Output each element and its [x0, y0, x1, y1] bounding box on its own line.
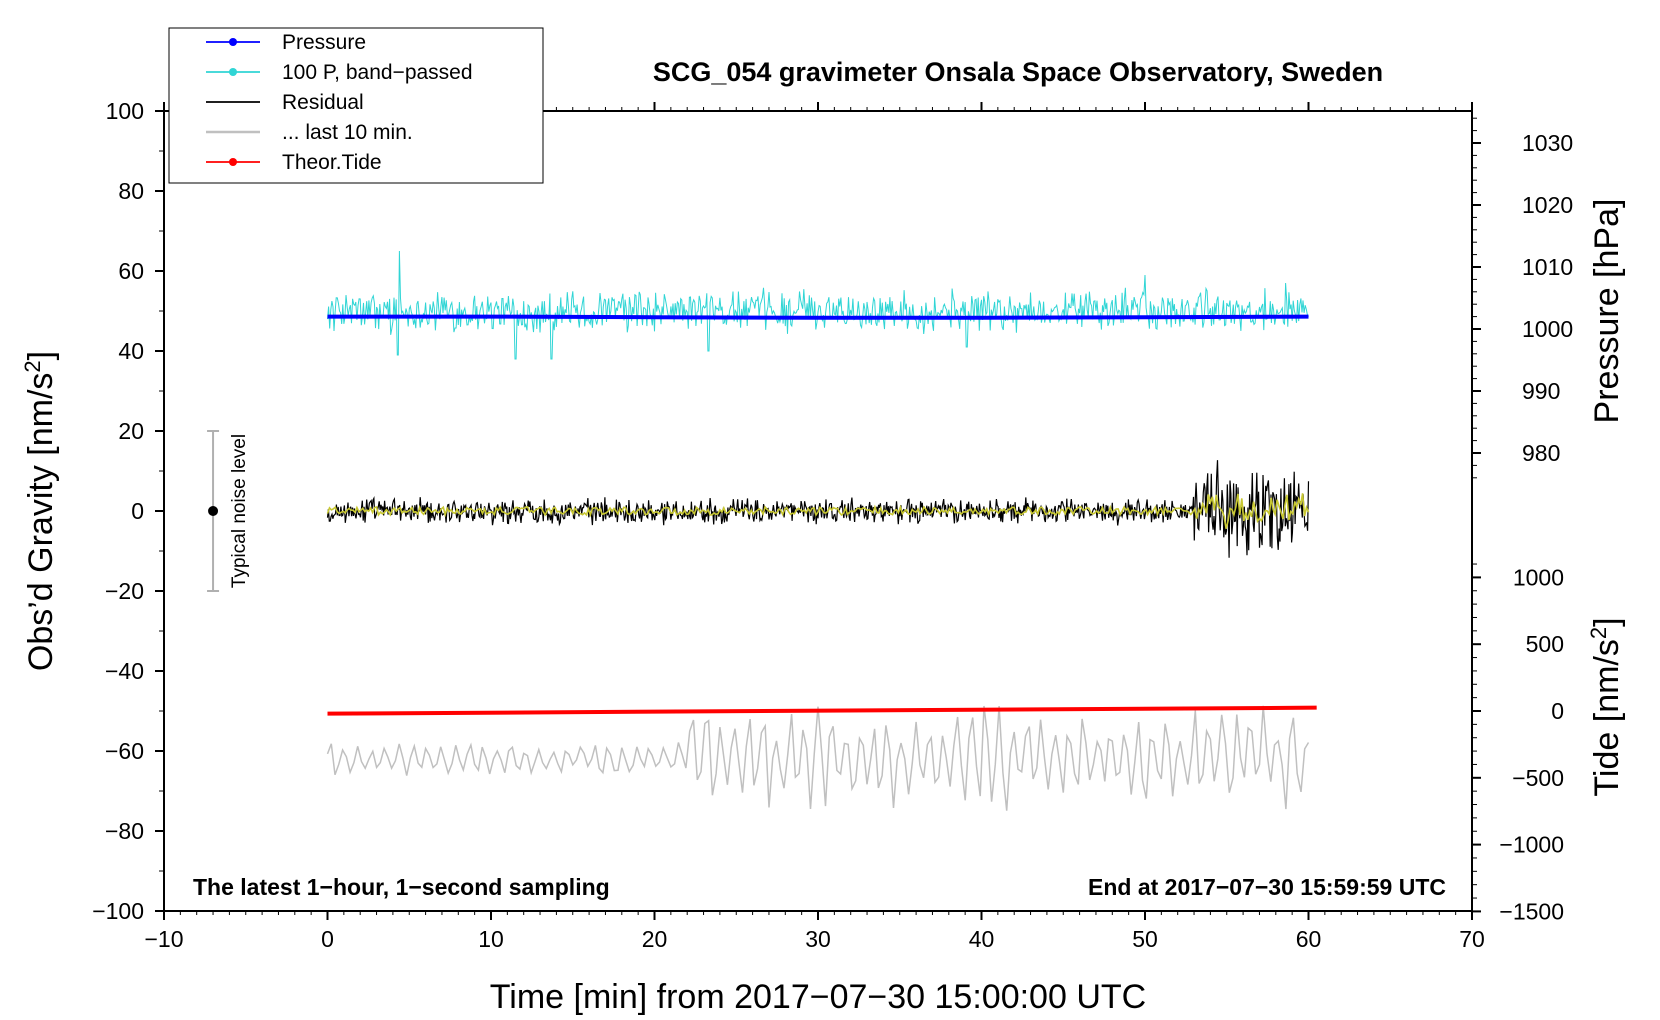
x-tick-label: 50: [1132, 926, 1158, 952]
legend-swatch-marker: [229, 158, 237, 166]
annotation-right: End at 2017−07−30 15:59:59 UTC: [1088, 874, 1446, 900]
x-tick-label: 70: [1459, 926, 1485, 952]
chart-title: SCG_054 gravimeter Onsala Space Observat…: [653, 57, 1383, 87]
tide-axis-title-end: ]: [1588, 617, 1626, 626]
tide-axis-title-main: Tide [nm/s: [1588, 639, 1626, 796]
series-residual-line: [326, 460, 1310, 558]
y-axis-title-end: ]: [22, 351, 60, 360]
series-tide-line: [327, 705, 1317, 716]
y-axis-title: Obs’d Gravity [nm/s2]: [20, 351, 60, 671]
y-tick-label: −80: [105, 818, 144, 844]
x-tick-label: 0: [321, 926, 334, 952]
pressure-tick-label: 1010: [1522, 254, 1573, 280]
pressure-tick-label: 1000: [1522, 316, 1573, 342]
y-tick-label: 60: [118, 258, 144, 284]
tide-tick-label: −1500: [1499, 898, 1564, 924]
legend-label-bandpassed: 100 P, band−passed: [282, 61, 473, 84]
y-tick-label: 100: [106, 98, 144, 124]
noise-indicator: Typical noise level: [207, 430, 250, 592]
x-tick-label: 10: [478, 926, 504, 952]
legend-label-residual: Residual: [282, 91, 364, 114]
series-bandpassed-line: [327, 250, 1309, 360]
legend-swatch-marker: [229, 68, 237, 76]
tide-axis-title: Tide [nm/s2]: [1586, 617, 1626, 796]
y-tick-label: −40: [105, 658, 144, 684]
y-tick-label: −60: [105, 738, 144, 764]
y-tick-label: 20: [118, 418, 144, 444]
tide-tick-label: 0: [1551, 698, 1564, 724]
y-tick-label: 80: [118, 178, 144, 204]
tide-tick-label: −500: [1512, 765, 1564, 791]
pressure-axis-title: Pressure [hPa]: [1588, 199, 1626, 424]
series-pressure-line: [327, 314, 1309, 320]
legend-swatch-marker: [229, 38, 237, 46]
pressure-tick-label: 990: [1522, 378, 1560, 404]
y-axis-title-sup: 2: [20, 360, 45, 372]
annotation-left: The latest 1−hour, 1−second sampling: [193, 874, 610, 900]
pressure-tick-label: 1030: [1522, 130, 1573, 156]
legend-label-tide: Theor.Tide: [282, 151, 382, 174]
x-tick-label: 60: [1296, 926, 1322, 952]
tide-tick-label: 500: [1526, 631, 1564, 657]
legend-label-last10: ... last 10 min.: [282, 121, 413, 144]
legend-box: [168, 27, 544, 184]
x-tick-label: −10: [144, 926, 183, 952]
noise-bar-center: [208, 506, 219, 516]
tide-tick-label: −1000: [1499, 832, 1564, 858]
x-tick-label: 40: [969, 926, 995, 952]
x-axis-title: Time [min] from 2017−07−30 15:00:00 UTC: [490, 978, 1146, 1016]
y-tick-label: 40: [118, 338, 144, 364]
series-last10min-line: [326, 705, 1310, 811]
series-residual-smoothed-line: [326, 493, 1310, 529]
noise-bar-label: Typical noise level: [229, 434, 250, 588]
x-tick-label: 20: [642, 926, 668, 952]
tide-axis-title-sup: 2: [1586, 627, 1611, 639]
y-tick-label: −20: [105, 578, 144, 604]
pressure-tick-label: 1020: [1522, 192, 1573, 218]
y-tick-label: 0: [131, 498, 144, 524]
pressure-tick-label: 980: [1522, 440, 1560, 466]
legend: Pressure 100 P, band−passed Residual ...…: [168, 27, 544, 184]
axis-ticks: −10 0 10 20 30 40 50 60 70100806040200−20−40−60−…: [92, 98, 1573, 952]
x-tick-label: 30: [805, 926, 831, 952]
y-axis-title-main: Obs’d Gravity [nm/s: [22, 373, 60, 672]
legend-label-pressure: Pressure: [282, 31, 366, 54]
tide-tick-label: 1000: [1513, 564, 1564, 590]
y-tick-label: −100: [92, 898, 144, 924]
data-series: [326, 250, 1317, 811]
